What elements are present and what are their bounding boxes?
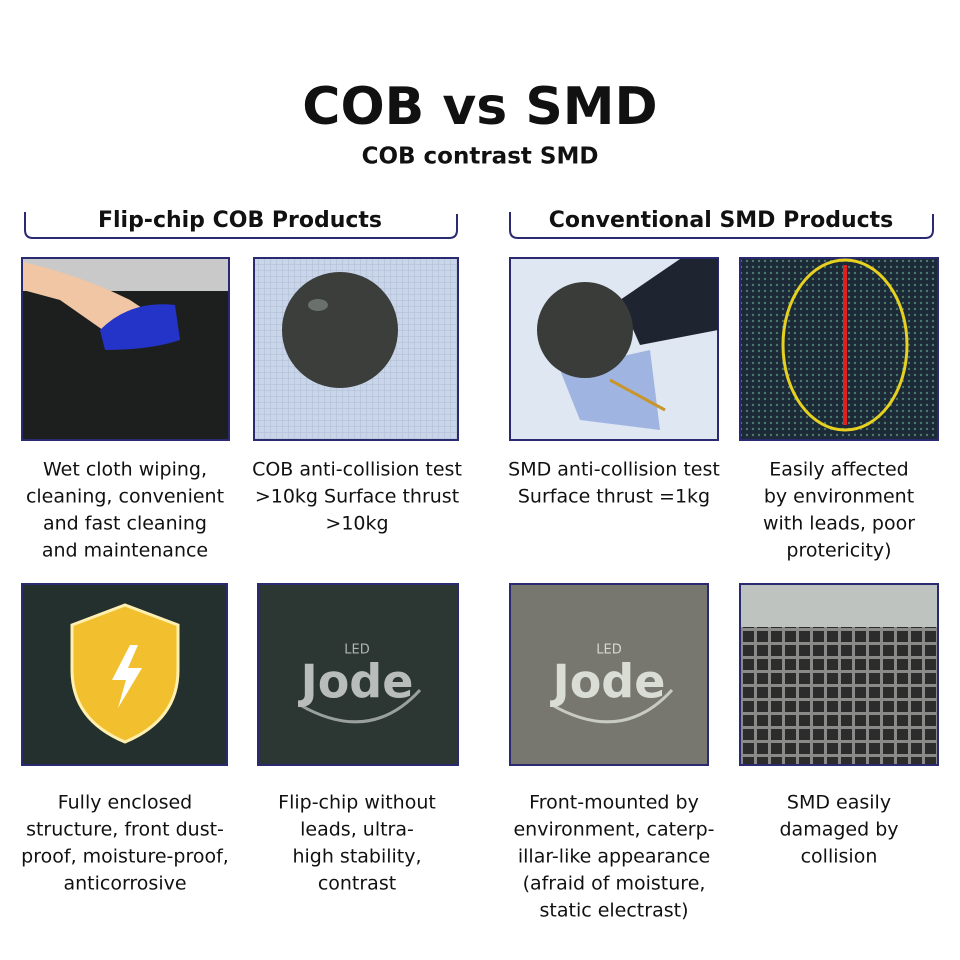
caption-line: structure, front dust- [26,819,224,841]
caption-line: leads, ultra- [300,819,414,841]
photo-shield [21,583,228,766]
photo-smd-ball [509,257,719,441]
caption-line: illar-like appearance [518,846,710,868]
caption-line: >10kg Surface thrust [255,486,459,508]
photo-cob-ball [253,257,459,441]
section-bracket [24,212,458,239]
photo-smd-logo: LED Jode [509,583,709,766]
caption-line: (afraid of moisture, [523,873,706,895]
caption-line: Flip-chip without [278,792,436,814]
caption-line: damaged by [779,819,898,841]
caption-line: Easily affected [769,459,908,481]
photo-smd-damage [739,583,939,766]
caption-line: Surface thrust =1kg [518,486,710,508]
photo-smd-leds [739,257,939,441]
photo-cob-logo: LED Jode [257,583,459,766]
section-heading: Conventional SMD Products [549,208,894,233]
caption-line: high stability, [292,846,421,868]
caption-line: protericity) [786,540,891,562]
caption-line: collision [801,846,878,868]
caption-line: Fully enclosed [58,792,193,814]
caption-line: SMD easily [787,792,891,814]
caption-line: >10kg [325,513,388,535]
caption-line: Front-mounted by [529,792,699,814]
caption-line: Wet cloth wiping, [43,459,207,481]
logo-small: LED [344,643,369,658]
caption-line: static electrast) [540,900,689,922]
logo-small: LED [596,643,621,658]
title: COB vs SMD [302,77,657,137]
logo-main: Jode [550,655,666,709]
caption-line: with leads, poor [763,513,915,535]
caption-line: cleaning, convenient [26,486,224,508]
logo-main: Jode [298,655,414,709]
caption-line: and maintenance [42,540,208,562]
caption-line: proof, moisture-proof, [21,846,229,868]
caption-line: by environment [764,486,914,508]
caption-line: contrast [318,873,396,895]
section-heading: Flip-chip COB Products [98,208,382,233]
caption-line: COB anti-collision test [252,459,462,481]
section-bracket [509,212,934,239]
caption-line: and fast cleaning [43,513,207,535]
caption-line: anticorrosive [63,873,186,895]
photo-wet-cloth [21,257,230,441]
caption-line: SMD anti-collision test [508,459,720,481]
caption-line: environment, caterp- [513,819,714,841]
subtitle: COB contrast SMD [362,144,599,170]
